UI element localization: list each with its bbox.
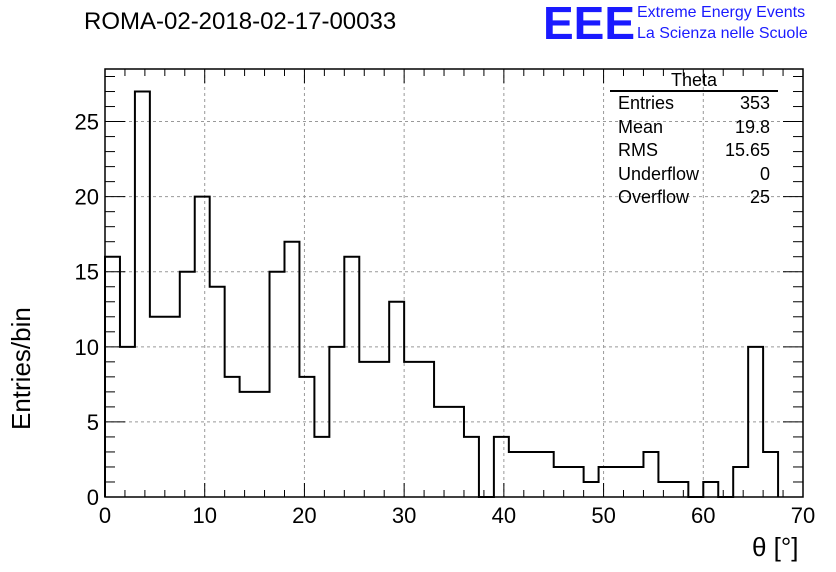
logo-subtitle-line1: Extreme Energy Events xyxy=(637,4,806,21)
histogram-bars xyxy=(104,90,780,498)
stats-label: Underflow xyxy=(618,163,700,184)
histogram-bin xyxy=(225,377,240,497)
histogram-bin xyxy=(314,437,329,497)
x-tick-label: 30 xyxy=(392,503,416,528)
x-tick-label: 50 xyxy=(591,503,615,528)
y-tick-label: 0 xyxy=(87,485,99,510)
x-axis-label: θ [°] xyxy=(752,532,799,562)
histogram-bin xyxy=(389,302,404,497)
histogram-bin xyxy=(165,317,180,497)
histogram-bin xyxy=(374,362,389,497)
histogram-outline xyxy=(104,90,780,498)
stats-row: Overflow 25 xyxy=(610,186,778,210)
histogram-bin xyxy=(539,452,554,497)
x-axis: 0 10 20 30 40 50 60 70 xyxy=(99,69,815,528)
y-axis: 0 5 10 15 20 25 xyxy=(75,76,803,510)
histogram-bin xyxy=(284,242,299,497)
chart-title: ROMA-02-2018-02-17-00033 xyxy=(84,8,397,35)
stats-box: Theta Entries 353 Mean 19.8 RMS 15.65 Un… xyxy=(610,70,778,210)
histogram-bin xyxy=(599,467,614,497)
stats-value: 353 xyxy=(739,93,770,113)
histogram-bin xyxy=(703,482,718,497)
logo-subtitle-line2: La Scienza nelle Scuole xyxy=(637,25,808,42)
y-tick-label: 5 xyxy=(87,410,99,435)
histogram-bin xyxy=(359,362,374,497)
x-tick-label: 0 xyxy=(99,503,111,528)
histogram-bin xyxy=(658,482,673,497)
histogram-bin xyxy=(434,407,449,497)
histogram-bin xyxy=(569,467,584,497)
histogram-bin xyxy=(494,437,509,497)
stats-row: Underflow 0 xyxy=(610,163,778,187)
histogram-bin xyxy=(270,272,285,497)
stats-row: Mean 19.8 xyxy=(610,116,778,140)
stats-value: 25 xyxy=(749,187,770,207)
x-tick-label: 40 xyxy=(492,503,516,528)
y-tick-label: 25 xyxy=(75,110,99,135)
stats-label: Mean xyxy=(618,116,664,137)
histogram-bin xyxy=(419,362,434,497)
histogram-bin xyxy=(509,452,524,497)
histogram-bin xyxy=(240,392,255,497)
x-tick-label: 10 xyxy=(192,503,216,528)
stats-label: RMS xyxy=(618,140,658,160)
histogram-bin xyxy=(255,392,270,497)
stats-value: 19.8 xyxy=(734,116,770,137)
histogram-bin xyxy=(629,467,644,497)
histogram-bin xyxy=(299,377,314,497)
y-tick-label: 10 xyxy=(75,335,99,360)
histogram-bin xyxy=(584,482,599,497)
stats-row: RMS 15.65 xyxy=(610,139,778,163)
x-tick-label: 60 xyxy=(691,503,715,528)
histogram-bin xyxy=(150,317,165,497)
histogram-bin xyxy=(733,467,748,497)
histogram-bin xyxy=(464,437,479,497)
stats-label: Entries xyxy=(618,93,675,113)
histogram-bin xyxy=(449,407,464,497)
histogram-bin xyxy=(329,347,344,497)
histogram-bin xyxy=(524,452,539,497)
histogram-bin xyxy=(643,452,658,497)
histogram-bin xyxy=(614,467,629,497)
y-tick-label: 20 xyxy=(75,185,99,210)
histogram-bin xyxy=(763,452,778,497)
stats-label: Overflow xyxy=(618,187,690,207)
histogram-bin xyxy=(673,482,688,497)
histogram-bin xyxy=(404,362,419,497)
y-axis-label: Entries/bin xyxy=(6,307,36,430)
stats-value: 0 xyxy=(759,163,770,184)
histogram-bin xyxy=(135,92,150,497)
stats-row: Entries 353 xyxy=(610,92,778,116)
x-tick-label: 70 xyxy=(791,503,815,528)
y-tick-label: 15 xyxy=(75,260,99,285)
x-tick-label: 20 xyxy=(292,503,316,528)
histogram-bin xyxy=(554,467,569,497)
stats-value: 15.65 xyxy=(724,140,770,160)
grid-lines xyxy=(105,69,803,497)
histogram-bin xyxy=(344,257,359,497)
eee-logo: EEE xyxy=(543,0,636,49)
histogram-bin xyxy=(210,287,225,497)
histogram-bin xyxy=(180,272,195,497)
stats-title: Theta xyxy=(610,70,778,92)
plot-frame xyxy=(104,68,804,498)
